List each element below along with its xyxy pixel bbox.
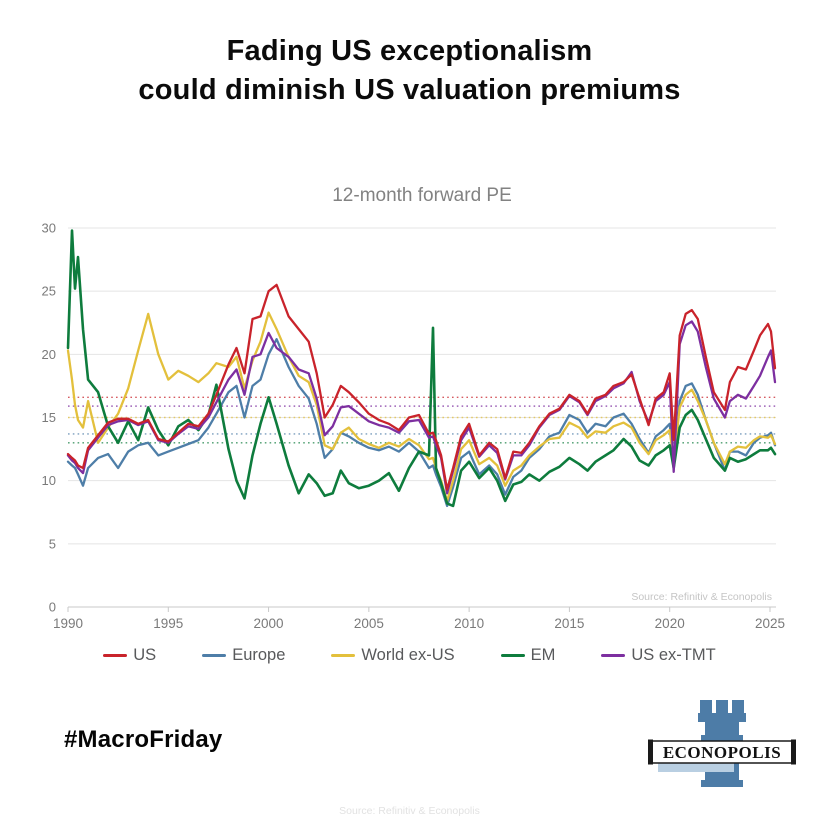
econopolis-logo: ECONOPOLIS bbox=[648, 694, 796, 790]
y-tick-label-20: 20 bbox=[42, 347, 56, 362]
legend-item-world-ex-us: World ex-US bbox=[331, 646, 455, 665]
forward-pe-chart: 0 5 10 15 20 25 30 1990 1995 2000 2005 2010 2015 2020… bbox=[0, 170, 819, 640]
y-tick-label-10: 10 bbox=[42, 473, 56, 488]
x-tick-label-2025: 2025 bbox=[755, 616, 785, 631]
title-line-2: could diminish US valuation premiums bbox=[138, 73, 681, 106]
macrofriday-hashtag: #MacroFriday bbox=[64, 726, 223, 753]
legend-swatch-us bbox=[103, 653, 128, 658]
series-line-em bbox=[66, 229, 777, 508]
legend-swatch-em bbox=[500, 653, 525, 658]
y-tick-label-15: 15 bbox=[42, 410, 56, 425]
chart-legend: US Europe World ex-US EM US ex-TMT bbox=[0, 646, 819, 665]
x-tick-label-2000: 2000 bbox=[254, 616, 284, 631]
legend-label: World ex-US bbox=[361, 646, 455, 664]
x-tick-label-2020: 2020 bbox=[655, 616, 685, 631]
y-tick-label-30: 30 bbox=[42, 221, 56, 236]
legend-label: US bbox=[133, 646, 157, 664]
legend-item-us: US bbox=[103, 646, 156, 665]
title-line-1: Fading US exceptionalism bbox=[226, 35, 593, 67]
chart-subtitle: 12-month forward PE bbox=[332, 185, 512, 206]
legend-item-europe: Europe bbox=[202, 646, 285, 665]
y-tick-label-5: 5 bbox=[49, 536, 56, 551]
legend-swatch-us-ex-tmt bbox=[601, 653, 626, 658]
y-tick-label-0: 0 bbox=[49, 600, 56, 615]
x-tick-label-2015: 2015 bbox=[554, 616, 584, 631]
series-line-us bbox=[66, 283, 777, 491]
bottom-source-caption: Source: Refinitiv & Econopolis bbox=[339, 805, 480, 817]
legend-label: Europe bbox=[232, 646, 286, 664]
legend-swatch-world-ex-us bbox=[331, 653, 356, 658]
x-tick-label-1990: 1990 bbox=[53, 616, 83, 631]
legend-label: EM bbox=[530, 646, 556, 664]
legend-item-us-ex-tmt: US ex-TMT bbox=[601, 646, 716, 665]
chart-source-annotation: Source: Refinitiv & Econopolis bbox=[631, 591, 772, 603]
series-line-us-ex-tmt bbox=[66, 320, 777, 495]
rook-icon: ECONOPOLIS bbox=[648, 700, 796, 787]
legend-item-em: EM bbox=[500, 646, 556, 665]
econopolis-logo-text: ECONOPOLIS bbox=[663, 743, 781, 762]
x-tick-label-2005: 2005 bbox=[354, 616, 384, 631]
x-tick-label-2010: 2010 bbox=[454, 616, 484, 631]
legend-swatch-europe bbox=[202, 653, 227, 658]
y-tick-label-25: 25 bbox=[42, 284, 56, 299]
page-title: Fading US exceptionalism could diminish … bbox=[0, 32, 819, 110]
legend-label: US ex-TMT bbox=[631, 646, 716, 664]
x-tick-label-1995: 1995 bbox=[153, 616, 183, 631]
